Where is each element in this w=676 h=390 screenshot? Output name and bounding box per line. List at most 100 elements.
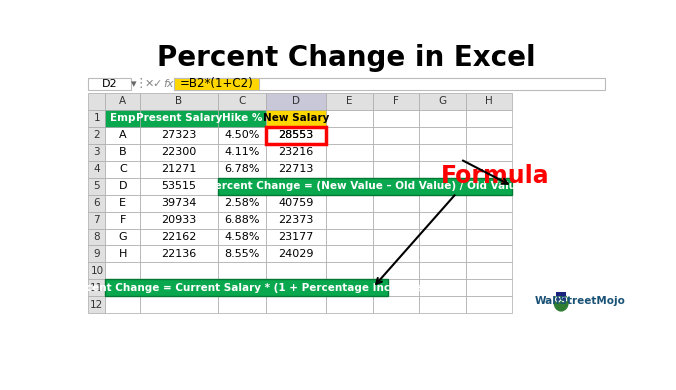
FancyBboxPatch shape (218, 296, 266, 313)
FancyBboxPatch shape (466, 93, 512, 110)
FancyBboxPatch shape (141, 212, 218, 229)
Text: 22713: 22713 (279, 164, 314, 174)
FancyBboxPatch shape (89, 212, 105, 229)
FancyBboxPatch shape (466, 262, 512, 279)
FancyBboxPatch shape (419, 178, 466, 195)
FancyBboxPatch shape (89, 178, 105, 195)
FancyBboxPatch shape (141, 195, 218, 212)
FancyBboxPatch shape (266, 212, 327, 229)
FancyBboxPatch shape (372, 296, 419, 313)
Text: 22162: 22162 (162, 232, 197, 242)
FancyBboxPatch shape (141, 110, 218, 127)
FancyBboxPatch shape (105, 279, 388, 296)
FancyBboxPatch shape (466, 127, 512, 144)
FancyBboxPatch shape (141, 296, 218, 313)
FancyBboxPatch shape (327, 212, 372, 229)
FancyBboxPatch shape (266, 161, 327, 178)
Text: 8.55%: 8.55% (224, 249, 260, 259)
Text: E: E (120, 198, 126, 208)
FancyBboxPatch shape (372, 245, 419, 262)
FancyBboxPatch shape (372, 144, 419, 161)
Text: Hike %: Hike % (222, 113, 262, 123)
FancyBboxPatch shape (105, 245, 141, 262)
FancyBboxPatch shape (218, 144, 266, 161)
FancyBboxPatch shape (466, 178, 512, 195)
FancyBboxPatch shape (419, 245, 466, 262)
FancyBboxPatch shape (372, 212, 419, 229)
FancyBboxPatch shape (419, 93, 466, 110)
Text: New Salary: New Salary (263, 113, 329, 123)
FancyBboxPatch shape (327, 178, 372, 195)
Text: D: D (118, 181, 127, 191)
Text: =B2*(1+C2): =B2*(1+C2) (179, 77, 253, 90)
Text: 1: 1 (93, 113, 100, 123)
Text: C: C (238, 96, 245, 106)
FancyBboxPatch shape (327, 110, 372, 127)
Text: B: B (176, 96, 183, 106)
Circle shape (563, 298, 565, 301)
FancyBboxPatch shape (218, 262, 266, 279)
FancyBboxPatch shape (218, 279, 266, 296)
Text: C: C (119, 164, 126, 174)
FancyBboxPatch shape (218, 178, 512, 195)
Text: Percent Change = (New Value – Old Value) / Old Value: Percent Change = (New Value – Old Value)… (207, 181, 523, 191)
FancyBboxPatch shape (327, 262, 372, 279)
FancyBboxPatch shape (372, 161, 419, 178)
Text: 22373: 22373 (279, 215, 314, 225)
Text: ▾: ▾ (130, 79, 136, 89)
Circle shape (557, 298, 559, 301)
FancyBboxPatch shape (327, 279, 372, 296)
FancyBboxPatch shape (89, 279, 105, 296)
FancyBboxPatch shape (327, 195, 372, 212)
FancyBboxPatch shape (89, 144, 105, 161)
FancyBboxPatch shape (419, 212, 466, 229)
FancyBboxPatch shape (266, 127, 327, 144)
FancyBboxPatch shape (141, 93, 218, 110)
FancyBboxPatch shape (466, 161, 512, 178)
FancyBboxPatch shape (89, 78, 131, 90)
FancyBboxPatch shape (266, 195, 327, 212)
FancyBboxPatch shape (327, 144, 372, 161)
Text: 4.50%: 4.50% (224, 130, 260, 140)
Text: F: F (393, 96, 399, 106)
Text: 11: 11 (91, 283, 103, 293)
Text: G: G (439, 96, 447, 106)
Text: Formula: Formula (441, 164, 550, 188)
FancyBboxPatch shape (105, 296, 141, 313)
FancyBboxPatch shape (174, 78, 259, 90)
FancyBboxPatch shape (218, 178, 266, 195)
Text: 8: 8 (93, 232, 100, 242)
Text: 5: 5 (93, 181, 100, 191)
FancyBboxPatch shape (419, 161, 466, 178)
Text: 4: 4 (93, 164, 100, 174)
FancyBboxPatch shape (327, 161, 372, 178)
Text: 23177: 23177 (279, 232, 314, 242)
Text: fx: fx (163, 79, 174, 89)
FancyBboxPatch shape (466, 296, 512, 313)
Text: Percent Change in Excel: Percent Change in Excel (157, 44, 536, 73)
FancyBboxPatch shape (372, 229, 419, 245)
FancyBboxPatch shape (266, 127, 327, 144)
FancyBboxPatch shape (141, 245, 218, 262)
FancyBboxPatch shape (266, 296, 327, 313)
FancyBboxPatch shape (89, 262, 105, 279)
FancyBboxPatch shape (372, 262, 419, 279)
FancyBboxPatch shape (266, 144, 327, 161)
Text: Present Salary: Present Salary (136, 113, 222, 123)
Text: 22300: 22300 (162, 147, 197, 157)
FancyBboxPatch shape (105, 144, 141, 161)
Text: 53515: 53515 (162, 181, 197, 191)
FancyBboxPatch shape (466, 195, 512, 212)
Text: Percent Change = Current Salary * (1 + Percentage Increase): Percent Change = Current Salary * (1 + P… (66, 283, 428, 293)
FancyBboxPatch shape (466, 212, 512, 229)
FancyBboxPatch shape (89, 161, 105, 178)
Text: 6.88%: 6.88% (224, 215, 260, 225)
FancyBboxPatch shape (266, 93, 327, 110)
FancyBboxPatch shape (105, 279, 141, 296)
FancyBboxPatch shape (105, 110, 141, 127)
FancyBboxPatch shape (218, 110, 266, 127)
Text: 40759: 40759 (279, 198, 314, 208)
FancyBboxPatch shape (266, 110, 327, 127)
FancyBboxPatch shape (218, 245, 266, 262)
Text: H: H (485, 96, 493, 106)
